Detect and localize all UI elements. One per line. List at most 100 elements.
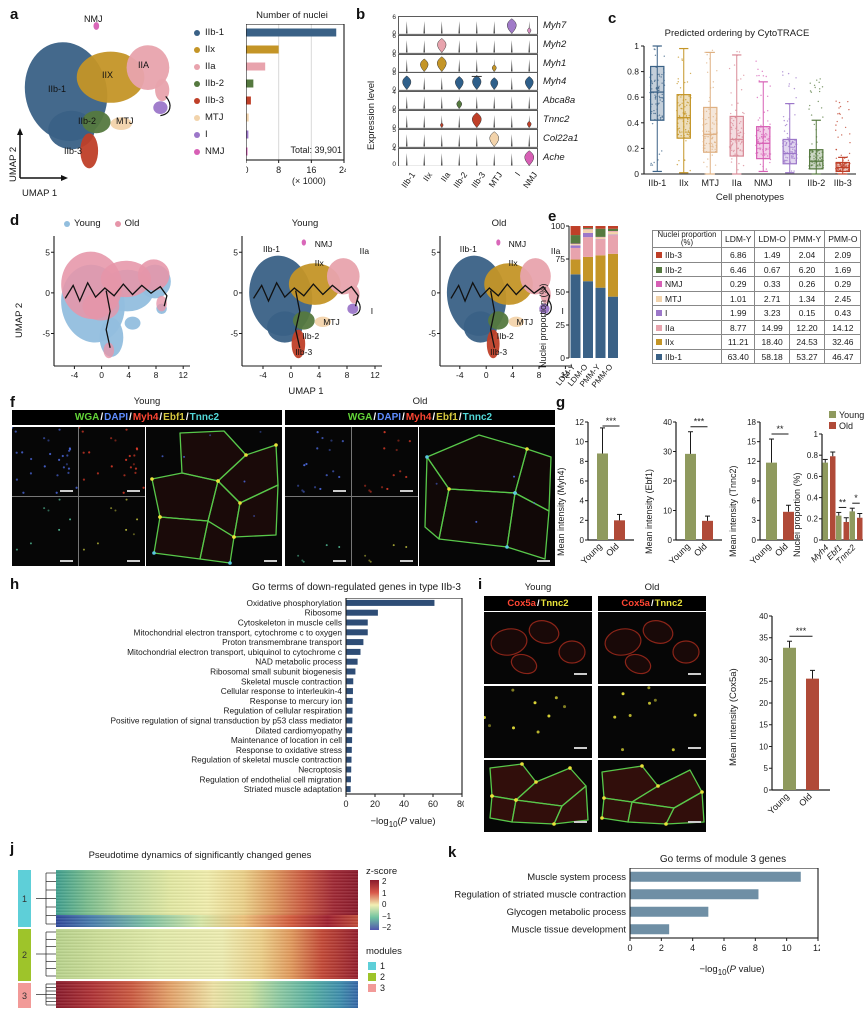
svg-text:Old: Old <box>692 541 709 558</box>
stain-channel-label: Tnnc2 <box>654 598 683 609</box>
legend-item: IIa <box>194 58 225 75</box>
violin <box>437 55 447 72</box>
module-legend-item: 2 <box>368 971 385 982</box>
svg-text:Mitochondrial electron transpo: Mitochondrial electron transport, cytoch… <box>134 627 343 637</box>
gene-label: Ache <box>543 151 565 163</box>
legend-dot-icon <box>194 131 200 138</box>
heatmap-module-1 <box>56 870 358 915</box>
go-terms-bar-chart: Oxidative phosphorylation Ribosome Cytoske… <box>14 597 467 812</box>
go-chart-title: Go terms of down-regulated genes in type… <box>251 582 461 593</box>
svg-text:4: 4 <box>510 370 515 380</box>
module-color-icon <box>368 961 376 970</box>
svg-text:8: 8 <box>154 370 159 380</box>
svg-text:Striated muscle adaptation: Striated muscle adaptation <box>244 784 343 794</box>
umap-label-iib1: IIb-1 <box>48 84 67 94</box>
umap2-axis-label: UMAP 2 <box>14 302 25 338</box>
module-legend-item: 3 <box>368 982 385 993</box>
svg-text:20: 20 <box>663 477 672 486</box>
bar <box>246 79 254 88</box>
svg-text:Oxidative phosphorylation: Oxidative phosphorylation <box>247 598 343 608</box>
legend-dot-icon <box>64 220 70 227</box>
svg-text:25: 25 <box>759 677 768 686</box>
svg-text:100: 100 <box>551 222 565 231</box>
scale-bar <box>333 560 346 562</box>
legend-swatch-icon <box>829 411 836 418</box>
i-images-old <box>598 612 706 832</box>
i-stain-header-old: Cox5a / Tnnc2 <box>598 596 706 611</box>
svg-text:Regulation of skeletal muscle: Regulation of skeletal muscle contractio… <box>191 755 342 765</box>
stack-segment <box>608 253 618 297</box>
svg-text:1: 1 <box>634 42 639 51</box>
zscore-colorbar <box>370 880 379 930</box>
g1-y-label: Mean intensity (Myh4) <box>556 467 566 556</box>
violin <box>440 122 444 128</box>
plot-title-old: Old <box>491 218 507 229</box>
heatmap-module-3 <box>56 981 358 1008</box>
scale-bar <box>574 821 587 823</box>
svg-text:75: 75 <box>556 254 566 264</box>
legend-swatch-icon <box>829 422 836 429</box>
module3-go-bar-chart: Muscle system process Regulation of stria… <box>450 867 823 960</box>
svg-text:0: 0 <box>634 169 639 179</box>
umap-old-plot: 5 0 -5 -4 0 4 8 12 IIb-1 NMJ IIx IIa I MTJ IIb-2 IIb-3 <box>428 236 572 380</box>
svg-text:NMJ: NMJ <box>754 178 773 188</box>
heatmap-module-1-sub <box>56 915 358 927</box>
svg-text:4: 4 <box>317 370 322 380</box>
bar <box>346 599 435 606</box>
legend-item: Old <box>114 218 139 229</box>
legend-dot-icon <box>194 80 200 87</box>
stack-segment <box>570 243 581 246</box>
svg-text:Mitochondrial electron transpo: Mitochondrial electron transport, ubiqui… <box>127 647 342 657</box>
violin <box>490 77 499 91</box>
violin <box>489 131 499 147</box>
svg-text:40: 40 <box>759 612 768 621</box>
legend-dot-icon <box>194 29 200 36</box>
legend-item: IIb-3 <box>194 92 225 109</box>
svg-text:IIx: IIx <box>679 178 689 188</box>
violin <box>524 149 534 166</box>
bar-chart-title: Number of nuclei <box>256 10 328 21</box>
violin-row: 4 0 Abca8a <box>392 89 576 112</box>
svg-text:IIb-3: IIb-3 <box>834 178 852 188</box>
svg-text:NAD metabolic process: NAD metabolic process <box>255 657 342 667</box>
stack-segment <box>583 256 593 282</box>
bar <box>597 453 608 540</box>
legend-item: NMJ <box>194 143 225 160</box>
svg-text:Positive regulation of signal: Positive regulation of signal transducti… <box>110 716 342 726</box>
svg-text:Ribosomal small subunit biogen: Ribosomal small subunit biogenesis <box>210 667 342 677</box>
stack-segment <box>583 229 593 233</box>
svg-text:40: 40 <box>399 799 409 809</box>
cox5a-intensity-chart: 0 5 10 15 20 25 30 35 40 Young Old *** <box>752 602 832 824</box>
umap-axis-arrows <box>17 128 68 181</box>
svg-text:60: 60 <box>428 799 438 809</box>
svg-text:MTJ: MTJ <box>702 178 720 188</box>
svg-text:2: 2 <box>659 943 664 953</box>
panel-label-h: h <box>10 576 20 593</box>
bar <box>346 707 353 714</box>
svg-text:6: 6 <box>752 496 757 505</box>
x-axis-unit: (× 1000) <box>292 176 326 186</box>
panel-i: i Young Old Cox5a / Tnnc2 Cox5a / Tnnc2 Mean… <box>470 574 865 836</box>
svg-text:24: 24 <box>339 165 346 175</box>
scale-bar <box>574 747 587 749</box>
svg-text:Young: Young <box>667 541 692 566</box>
scale-bar <box>400 490 413 492</box>
legend-dot-icon <box>194 63 200 70</box>
bar <box>346 746 352 753</box>
scale-bar <box>264 560 277 562</box>
svg-text:0: 0 <box>246 165 249 175</box>
svg-text:0: 0 <box>289 370 294 380</box>
bar <box>843 521 849 540</box>
bar <box>346 727 353 734</box>
row-color-swatch <box>656 281 662 288</box>
svg-text:Young: Young <box>766 791 791 816</box>
bar <box>836 515 842 540</box>
umap-label-iia: IIA <box>138 60 150 70</box>
panel-label-a: a <box>10 6 19 23</box>
svg-text:4: 4 <box>126 370 131 380</box>
legend-dot-icon <box>114 220 121 227</box>
panel-f: f Young Old WGA / DAPI / Myh4/Ebf1/Tnnc2 WGA… <box>4 394 556 572</box>
svg-text:0: 0 <box>45 288 50 298</box>
umap-label-iib3: IIb-3 <box>64 146 83 156</box>
